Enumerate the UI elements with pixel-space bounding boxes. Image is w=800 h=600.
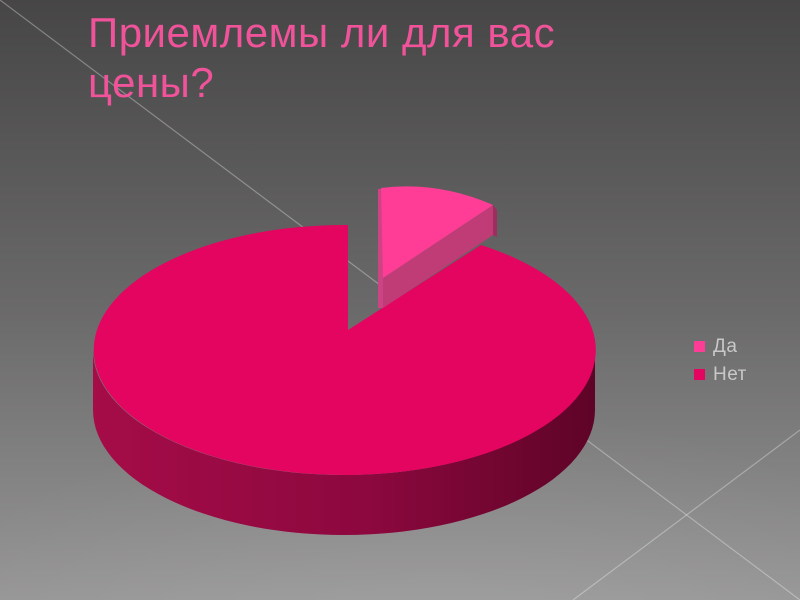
pie-slice-da-cut-face bbox=[383, 205, 493, 308]
page-title-line-1: Приемлемы ли для вас bbox=[88, 9, 556, 56]
legend-label-da: Да bbox=[713, 336, 738, 357]
pie-slice-net bbox=[93, 224, 596, 535]
pie-slice-da-left-face bbox=[378, 189, 383, 308]
page-title: Приемлемы ли для вас цены? bbox=[88, 8, 555, 108]
diagonal-line bbox=[572, 429, 800, 600]
pie-slice-da-end-face bbox=[493, 205, 497, 237]
legend-swatch-net bbox=[694, 369, 705, 380]
pie-slice-net-top bbox=[93, 224, 596, 475]
legend-label-net: Нет bbox=[713, 364, 747, 385]
legend-swatch-da bbox=[694, 341, 705, 352]
legend-item-net: Нет bbox=[694, 365, 747, 384]
legend-item-da: Да bbox=[694, 337, 747, 356]
pie-slice-net-side bbox=[93, 350, 595, 535]
chart-legend: Да Нет bbox=[694, 337, 747, 384]
page-title-line-2: цены? bbox=[88, 59, 215, 106]
pie-slice-da bbox=[378, 186, 497, 308]
pie-slice-da-top bbox=[381, 186, 493, 278]
